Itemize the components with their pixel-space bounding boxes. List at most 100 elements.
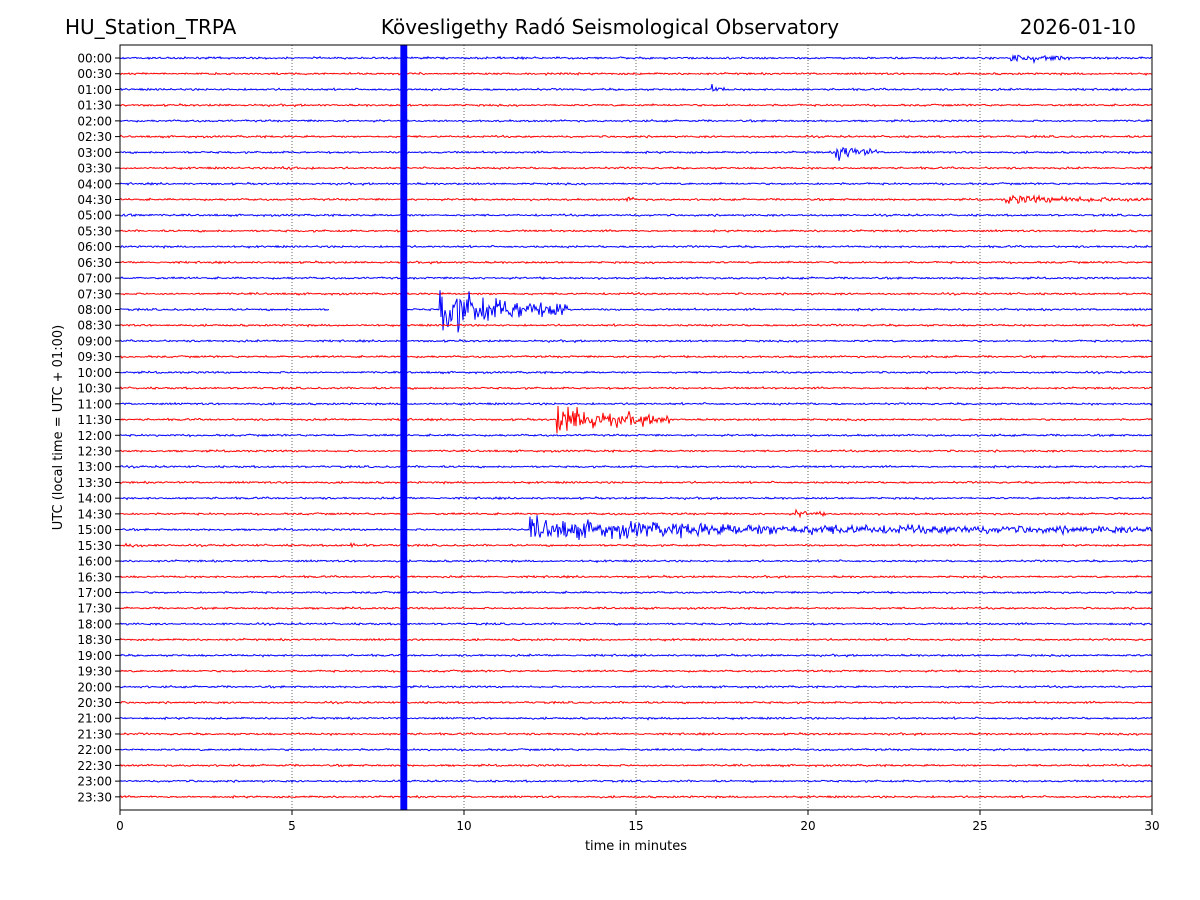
trace-1900 [119, 653, 1153, 658]
y-tick-label: 00:30 [77, 67, 112, 81]
y-tick-label: 19:30 [77, 665, 112, 679]
x-axis-label: time in minutes [585, 839, 687, 854]
y-tick-label: 01:00 [77, 83, 112, 97]
y-tick-label: 17:30 [77, 602, 112, 616]
trace-1300 [119, 464, 1153, 469]
y-tick-label: 09:00 [77, 334, 112, 348]
trace-1600 [119, 558, 1153, 564]
y-tick-label: 11:00 [77, 397, 112, 411]
y-tick-label: 05:30 [77, 224, 112, 238]
trace-2300 [119, 779, 1153, 784]
trace-0000 [119, 53, 1153, 65]
trace-1930 [119, 669, 1153, 674]
y-tick-label: 00:00 [77, 52, 112, 66]
y-tick-label: 15:30 [77, 539, 112, 553]
trace-2130 [119, 731, 1153, 737]
trace-0200 [119, 118, 1153, 123]
gap-band [400, 45, 408, 810]
chart-date: 2026-01-10 [1019, 15, 1136, 39]
station-name: HU_Station_TRPA [65, 15, 237, 39]
trace-1830 [119, 637, 1153, 642]
y-tick-label: 08:30 [77, 319, 112, 333]
y-tick-label: 15:00 [77, 523, 112, 537]
trace-0730 [120, 291, 1153, 296]
y-tick-label: 08:00 [77, 303, 112, 317]
y-tick-label: 05:00 [77, 209, 112, 223]
trace-1530 [119, 542, 1153, 549]
y-tick-label: 14:00 [77, 492, 112, 506]
y-tick-label: 12:00 [77, 429, 112, 443]
trace-2200 [119, 747, 1153, 752]
trace-0500 [120, 213, 1153, 218]
trace-1100 [119, 401, 1153, 407]
y-tick-label: 10:30 [77, 382, 112, 396]
trace-1200 [120, 433, 1153, 438]
y-tick-label: 03:30 [77, 162, 112, 176]
y-tick-label: 18:00 [77, 617, 112, 631]
trace-1400 [119, 496, 1152, 501]
trace-0900 [119, 338, 1152, 344]
y-tick-label: 04:30 [77, 193, 112, 207]
trace-0930 [119, 354, 1153, 359]
trace-0300 [119, 146, 1153, 161]
y-tick-label: 03:00 [77, 146, 112, 160]
y-tick-label: 06:30 [77, 256, 112, 270]
trace-0830 [119, 323, 1153, 328]
x-tick-label: 30 [1144, 819, 1159, 833]
y-tick-label: 13:00 [77, 460, 112, 474]
y-tick-label: 02:00 [77, 114, 112, 128]
trace-0130 [119, 103, 1153, 108]
y-tick-label: 13:30 [77, 476, 112, 490]
trace-1700 [119, 590, 1153, 595]
trace-1230 [119, 449, 1153, 454]
trace-0100 [119, 84, 1153, 92]
trace-0800 [119, 290, 1153, 333]
x-tick-label: 25 [972, 819, 987, 833]
x-tick-label: 5 [288, 819, 296, 833]
trace-1730 [119, 606, 1153, 611]
y-tick-label: 20:30 [77, 696, 112, 710]
x-tick-label: 15 [628, 819, 643, 833]
y-tick-label: 07:00 [77, 272, 112, 286]
y-tick-label: 07:30 [77, 287, 112, 301]
y-tick-label: 23:00 [77, 775, 112, 789]
y-tick-label: 02:30 [77, 130, 112, 144]
trace-1330 [119, 480, 1153, 485]
trace-0230 [119, 134, 1153, 139]
traces [119, 53, 1153, 800]
trace-1430 [119, 508, 1153, 519]
x-tick-label: 0 [116, 819, 124, 833]
chart-title: Kövesligethy Radó Seismological Observat… [380, 15, 840, 39]
y-tick-label: 06:00 [77, 240, 112, 254]
trace-2100 [119, 716, 1153, 721]
grid-lines [291, 45, 981, 810]
y-tick-label: 10:00 [77, 366, 112, 380]
trace-0330 [119, 165, 1153, 171]
x-tick-label: 20 [800, 819, 815, 833]
trace-1800 [119, 621, 1153, 627]
trace-0430 [119, 193, 1153, 205]
y-tick-label: 16:30 [77, 570, 112, 584]
y-tick-label: 19:00 [77, 649, 112, 663]
trace-2230 [119, 763, 1153, 768]
trace-2000 [119, 684, 1153, 689]
y-tick-label: 12:30 [77, 445, 112, 459]
trace-0030 [119, 71, 1153, 76]
trace-1000 [119, 370, 1153, 375]
x-axis: 0 5 10 15 20 25 30 [116, 810, 1160, 833]
y-tick-label: 11:30 [77, 413, 112, 427]
y-tick-label: 01:30 [77, 99, 112, 113]
y-tick-label: 22:30 [77, 759, 112, 773]
y-axis-label: UTC (local time = UTC + 01:00) [51, 325, 66, 530]
trace-1500 [119, 515, 1153, 540]
trace-2030 [119, 700, 1153, 705]
trace-0530 [119, 228, 1153, 234]
trace-1630 [119, 574, 1153, 580]
y-tick-label: 09:30 [77, 350, 112, 364]
x-tick-label: 10 [456, 819, 471, 833]
trace-1030 [119, 386, 1153, 391]
trace-0700 [119, 276, 1153, 281]
trace-1130 [119, 405, 1153, 434]
y-tick-label: 21:30 [77, 727, 112, 741]
